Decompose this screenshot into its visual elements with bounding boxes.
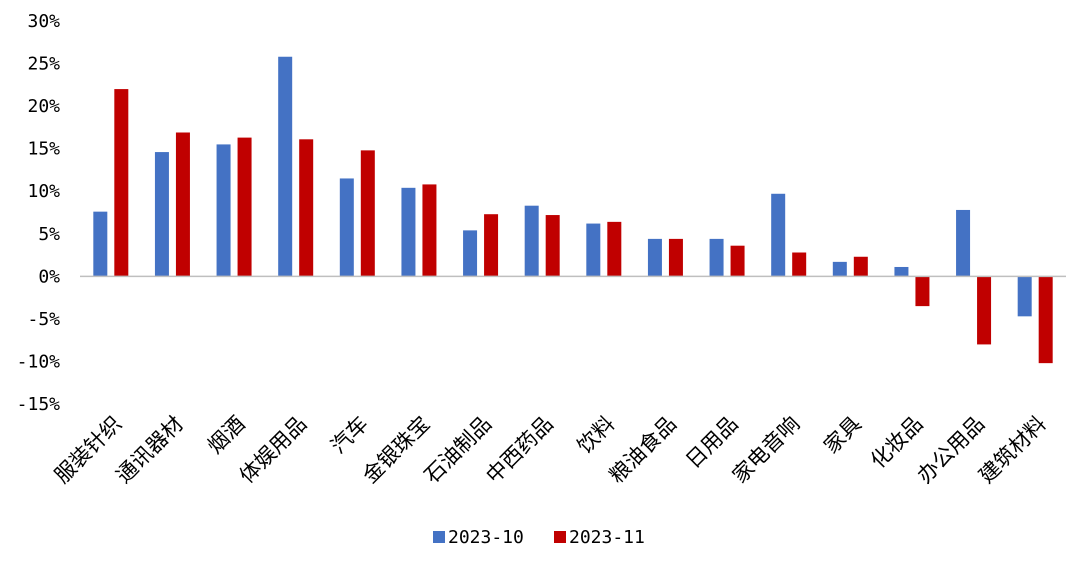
bar-2023-10-烟酒 (216, 144, 231, 277)
bar-group (93, 56, 1053, 364)
bar-2023-11-家具 (853, 256, 868, 277)
bar-2023-10-中西药品 (524, 205, 539, 277)
bar-2023-11-汽车 (360, 150, 375, 277)
bar-2023-10-通讯器材 (154, 152, 169, 277)
y-tick-label: 10% (27, 181, 60, 202)
category-label: 中西药品 (481, 412, 557, 488)
legend: 2023-10 2023-11 (433, 527, 645, 548)
bar-2023-10-金银珠宝 (401, 187, 416, 277)
bar-2023-11-中西药品 (545, 215, 560, 277)
bar-2023-10-饮料 (586, 223, 601, 277)
bar-2023-11-体娱用品 (299, 139, 314, 277)
bar-2023-10-体娱用品 (278, 56, 293, 277)
category-label: 石油制品 (420, 412, 496, 488)
category-label: 金银珠宝 (358, 412, 434, 488)
category-label: 粮油食品 (605, 412, 681, 488)
category-label: 体娱用品 (235, 412, 311, 488)
y-tick-label: -15% (17, 394, 61, 415)
category-label: 化妆品 (866, 412, 928, 474)
bar-2023-10-化妆品 (894, 266, 909, 277)
legend-label: 2023-10 (448, 527, 524, 548)
legend-swatch (433, 531, 445, 543)
bar-2023-11-家电音响 (792, 252, 807, 277)
y-tick-label: 15% (27, 139, 60, 160)
bar-2023-10-服装针织 (93, 211, 108, 277)
bar-2023-10-日用品 (709, 238, 724, 277)
category-label: 家具 (819, 412, 866, 459)
bar-2023-10-石油制品 (463, 230, 478, 277)
y-tick-label: 30% (27, 11, 60, 32)
category-label: 日用品 (681, 412, 743, 474)
bar-2023-11-金银珠宝 (422, 184, 437, 277)
bar-2023-11-饮料 (607, 221, 622, 277)
y-tick-label: -10% (17, 351, 61, 372)
y-tick-label: 20% (27, 96, 60, 117)
legend-label: 2023-11 (569, 527, 645, 548)
bar-2023-11-化妆品 (915, 276, 930, 307)
category-label: 汽车 (326, 412, 373, 459)
category-label: 烟酒 (203, 412, 250, 459)
y-tick-label: 25% (27, 54, 60, 75)
category-label: 办公用品 (913, 412, 989, 488)
category-label: 建筑材料 (974, 412, 1050, 488)
bar-2023-10-粮油食品 (647, 238, 662, 277)
y-tick-label: 0% (38, 266, 60, 287)
y-axis-ticks: 30% 25% 20% 15% 10% 5% 0% -5% -10% -15% (17, 11, 61, 415)
bar-2023-11-石油制品 (484, 214, 499, 277)
bar-2023-11-建筑材料 (1038, 276, 1053, 364)
category-label: 家电音响 (728, 412, 804, 488)
bar-2023-11-办公用品 (977, 276, 992, 345)
bar-2023-10-办公用品 (956, 209, 971, 277)
bar-2023-11-粮油食品 (668, 238, 683, 277)
bar-2023-10-家具 (832, 261, 847, 277)
legend-swatch (554, 531, 566, 543)
bar-2023-11-服装针织 (114, 89, 129, 277)
category-label: 通讯器材 (112, 412, 188, 488)
bar-2023-11-烟酒 (237, 137, 252, 277)
bar-2023-10-汽车 (339, 178, 354, 277)
bar-2023-11-通讯器材 (175, 132, 190, 277)
bar-2023-11-日用品 (730, 245, 745, 277)
category-label: 服装针织 (50, 412, 126, 488)
y-tick-label: -5% (27, 309, 60, 330)
category-label: 饮料 (573, 412, 620, 459)
bar-2023-10-家电音响 (771, 193, 786, 277)
y-tick-label: 5% (38, 224, 60, 245)
bar-2023-10-建筑材料 (1017, 276, 1032, 317)
